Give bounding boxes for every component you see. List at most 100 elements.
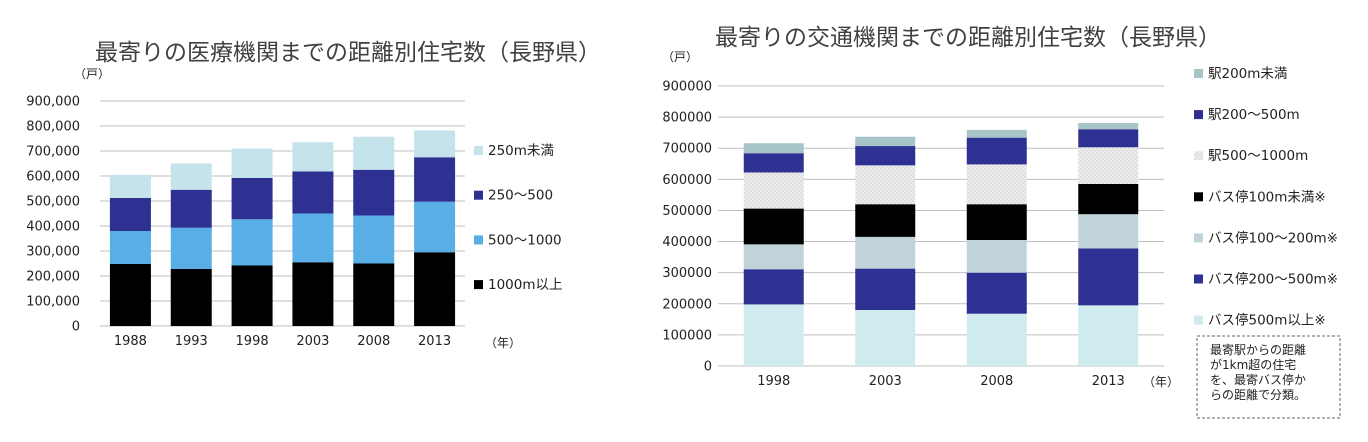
y-tick-label: 400,000 <box>26 220 80 235</box>
y-tick-label: 0 <box>704 360 712 375</box>
bar-segment <box>966 313 1027 366</box>
legend-swatch <box>1194 69 1203 78</box>
bar-segment <box>855 165 916 205</box>
x-tick-label: 2008 <box>357 334 390 349</box>
medical-chart-x-unit: （年） <box>485 336 521 350</box>
bar-segment <box>1078 305 1139 366</box>
bar-segment <box>743 153 804 173</box>
bar-segment <box>170 269 212 326</box>
note-line: 最寄駅からの距離 <box>1210 342 1306 357</box>
bar-segment <box>743 269 804 305</box>
transport-chart-y-axis: 0 100000 200000 300000 400000 500000 600000 700… <box>662 80 712 375</box>
medical-chart-bars <box>109 130 456 326</box>
medical-chart-gridlines <box>100 100 465 327</box>
transport-chart-bars <box>743 123 1139 366</box>
legend-label: 駅200～500m <box>1208 107 1300 123</box>
y-tick-label: 500000 <box>662 204 712 219</box>
legend-label: 駅200m未満 <box>1208 66 1287 82</box>
y-tick-label: 300,000 <box>26 245 80 260</box>
note-box <box>1196 335 1341 419</box>
bar-segment <box>353 263 395 326</box>
bar-segment <box>855 146 916 166</box>
legend-swatch <box>1194 315 1203 325</box>
transport-chart-x-axis: 1998 2003 2008 2013 <box>757 374 1125 389</box>
legend-label: バス停500m以上※ <box>1208 312 1326 329</box>
bar-segment <box>353 215 395 264</box>
legend-swatch <box>474 146 483 155</box>
legend-label: 250m未満 <box>488 143 554 159</box>
legend-label: 250～500 <box>488 188 553 204</box>
bar-segment <box>231 265 273 326</box>
x-tick-label: 2013 <box>1092 374 1125 389</box>
bar-segment <box>292 262 334 326</box>
bar-segment <box>231 219 273 266</box>
bar-segment <box>109 264 151 326</box>
medical-chart-title: 最寄りの医療機関までの距離別住宅数（長野県） <box>95 40 601 66</box>
legend-swatch <box>1194 151 1203 161</box>
bar-segment <box>414 130 456 158</box>
bar-segment <box>855 268 916 310</box>
medical-chart-y-unit: （戸） <box>74 67 110 81</box>
bar-segment <box>353 169 395 216</box>
bar-segment <box>966 137 1027 165</box>
medical-chart-legend: 250m未満 250～500 500～1000 1000m以上 <box>474 143 563 293</box>
bar-segment <box>855 136 916 147</box>
bar-segment <box>170 189 212 228</box>
transport-chart-x-unit: （年） <box>1143 375 1179 389</box>
bar-segment <box>1078 248 1139 306</box>
transport-chart: 最寄りの交通機関までの距離別住宅数（長野県） （戸） （年） 0 100000 20… <box>662 25 1341 419</box>
bar-segment <box>414 252 456 326</box>
bar-segment <box>966 129 1027 138</box>
y-tick-label: 100,000 <box>26 295 80 310</box>
transport-chart-y-unit: （戸） <box>662 50 698 64</box>
note-line: を、最寄バス停か <box>1210 372 1306 387</box>
bar-segment <box>292 171 334 214</box>
y-tick-label: 600000 <box>662 173 712 188</box>
bar-segment <box>966 164 1027 205</box>
note-line: らの距離で分類。 <box>1210 388 1306 402</box>
bar-segment <box>109 174 151 198</box>
bar-segment <box>743 143 804 154</box>
y-tick-label: 800,000 <box>26 120 80 135</box>
bar-segment <box>1078 129 1139 148</box>
legend-label: バス停200～500m※ <box>1208 271 1338 288</box>
bar-segment <box>966 240 1027 273</box>
legend-label: バス停100m未満※ <box>1208 188 1326 205</box>
legend-label: バス停100～200m※ <box>1208 229 1338 246</box>
bar-segment <box>1078 147 1139 184</box>
bar-segment <box>231 148 273 178</box>
bar-segment <box>855 236 916 269</box>
y-tick-label: 200,000 <box>26 270 80 285</box>
legend-swatch <box>1194 274 1203 284</box>
bar-segment <box>743 172 804 209</box>
bar-segment <box>855 310 916 366</box>
legend-label: 1000m以上 <box>488 277 563 293</box>
bar-segment <box>353 136 395 170</box>
bar-segment <box>966 272 1027 314</box>
bar-segment <box>170 163 212 190</box>
y-tick-label: 200000 <box>662 297 712 312</box>
x-tick-label: 1988 <box>114 334 147 349</box>
bar-segment <box>1078 184 1139 215</box>
legend-swatch <box>1194 110 1203 120</box>
bar-segment <box>414 201 456 253</box>
bar-segment <box>743 208 804 245</box>
medical-chart: 最寄りの医療機関までの距離別住宅数（長野県） （戸） （年） 0 100,000 2… <box>26 40 601 350</box>
y-tick-label: 700000 <box>662 142 712 157</box>
y-tick-label: 600,000 <box>26 170 80 185</box>
x-tick-label: 1993 <box>175 334 208 349</box>
bar-segment <box>743 244 804 270</box>
bar-segment <box>109 231 151 264</box>
bar-segment <box>109 198 151 231</box>
legend-swatch <box>474 235 483 245</box>
y-tick-label: 100000 <box>662 328 712 343</box>
bar-segment <box>1078 214 1139 249</box>
y-tick-label: 400000 <box>662 235 712 250</box>
y-tick-label: 900,000 <box>26 95 80 110</box>
y-tick-label: 900000 <box>662 80 712 95</box>
x-tick-label: 1998 <box>236 334 269 349</box>
bar-segment <box>231 178 273 220</box>
y-tick-label: 700,000 <box>26 145 80 160</box>
